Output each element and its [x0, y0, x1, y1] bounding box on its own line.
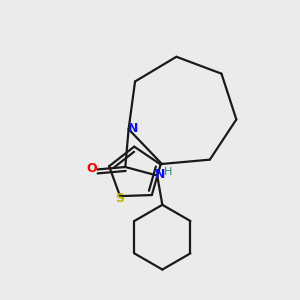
- Text: N: N: [155, 168, 165, 181]
- Text: N: N: [128, 122, 138, 135]
- Text: H: H: [164, 167, 172, 177]
- Text: S: S: [116, 192, 124, 205]
- Text: O: O: [87, 162, 98, 175]
